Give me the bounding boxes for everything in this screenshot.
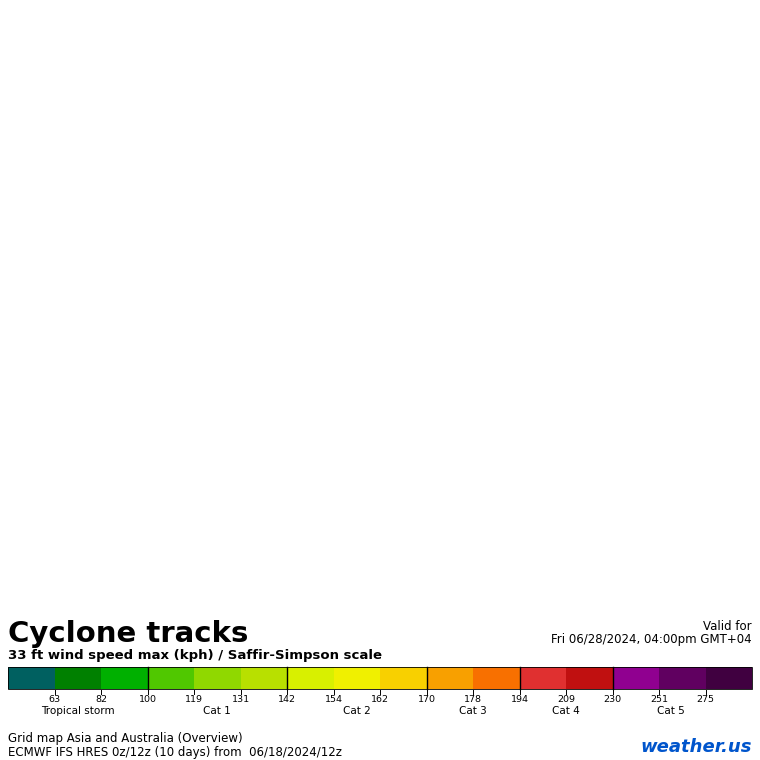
- Text: 82: 82: [95, 695, 107, 704]
- Text: ECMWF IFS HRES 0z/12z (10 days) from  06/18/2024/12z: ECMWF IFS HRES 0z/12z (10 days) from 06/…: [8, 746, 342, 759]
- Text: 154: 154: [325, 695, 343, 704]
- Text: 209: 209: [557, 695, 575, 704]
- Text: This service is based on data and products of the European Centre for Medium-ran: This service is based on data and produc…: [4, 5, 546, 14]
- Text: 178: 178: [464, 695, 482, 704]
- Bar: [194, 667, 240, 689]
- Bar: [8, 667, 55, 689]
- Text: 33 ft wind speed max (kph) / Saffir-Simpson scale: 33 ft wind speed max (kph) / Saffir-Simp…: [8, 649, 382, 662]
- Bar: [426, 667, 473, 689]
- Text: weather.us: weather.us: [641, 738, 752, 756]
- Bar: [101, 667, 147, 689]
- Text: 170: 170: [417, 695, 435, 704]
- Text: Tropical storm: Tropical storm: [41, 706, 115, 716]
- Text: 275: 275: [696, 695, 714, 704]
- Bar: [8, 667, 752, 689]
- Text: Cat 2: Cat 2: [343, 706, 371, 716]
- Bar: [566, 667, 613, 689]
- Bar: [334, 667, 380, 689]
- Text: Cat 3: Cat 3: [459, 706, 487, 716]
- Text: 63: 63: [49, 695, 61, 704]
- Text: Cat 5: Cat 5: [657, 706, 685, 716]
- Bar: [473, 667, 520, 689]
- Bar: [147, 667, 194, 689]
- Text: 251: 251: [650, 695, 668, 704]
- Text: 194: 194: [511, 695, 528, 704]
- Text: 119: 119: [185, 695, 203, 704]
- Text: Map requires cartopy: Map requires cartopy: [306, 309, 454, 324]
- Bar: [55, 667, 101, 689]
- Bar: [380, 667, 426, 689]
- Bar: [520, 667, 566, 689]
- Bar: [705, 667, 752, 689]
- Text: 162: 162: [371, 695, 389, 704]
- Text: Grid map Asia and Australia (Overview): Grid map Asia and Australia (Overview): [8, 732, 242, 745]
- Bar: [659, 667, 705, 689]
- Text: Valid for: Valid for: [703, 620, 752, 633]
- Text: Cyclone tracks: Cyclone tracks: [8, 620, 249, 648]
- Bar: [613, 667, 659, 689]
- Text: 100: 100: [138, 695, 157, 704]
- Bar: [287, 667, 334, 689]
- Text: 230: 230: [603, 695, 622, 704]
- Bar: [240, 667, 287, 689]
- Text: Cat 1: Cat 1: [204, 706, 231, 716]
- Text: 131: 131: [232, 695, 249, 704]
- Text: Fri 06/28/2024, 04:00pm GMT+04: Fri 06/28/2024, 04:00pm GMT+04: [551, 633, 752, 646]
- Text: 142: 142: [278, 695, 296, 704]
- Text: Cat 4: Cat 4: [552, 706, 580, 716]
